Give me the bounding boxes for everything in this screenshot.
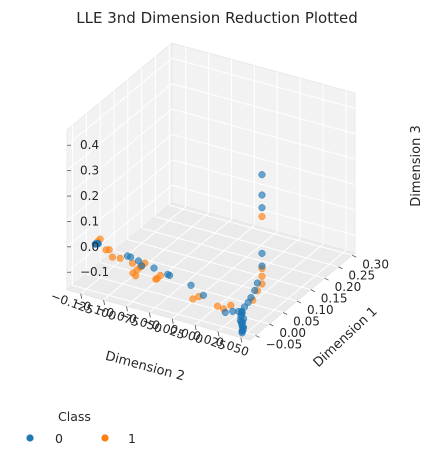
x-tick-mark [296, 300, 302, 304]
x-grid-floor [127, 239, 311, 291]
data-point-class-0 [258, 191, 266, 199]
x-grid-floor [72, 284, 256, 336]
data-point-class-0 [258, 171, 266, 179]
x-tick-label: 0.05 [293, 315, 320, 329]
data-point-class-0 [258, 204, 266, 212]
pane-floor [66, 202, 356, 341]
data-point-class-0 [138, 262, 146, 270]
x-tick-mark [338, 266, 343, 270]
data-point-class-1 [102, 246, 110, 254]
z-grid-left [171, 133, 356, 185]
data-point-class-1 [152, 275, 160, 283]
y-tick-mark [217, 331, 220, 337]
data-point-class-0 [123, 252, 132, 260]
legend-title: Class [58, 409, 91, 424]
y-tick-mark [240, 337, 243, 343]
x-tick-mark [324, 277, 329, 281]
z-grid-right [66, 57, 173, 146]
x-tick-label: 0.10 [307, 303, 334, 317]
z-grid-right [66, 134, 173, 222]
z-grid-right [66, 83, 173, 172]
x-tick-label: −0.05 [266, 337, 303, 351]
data-point-class-1 [227, 301, 235, 309]
y-grid-floor [103, 212, 209, 301]
data-point-class-0 [199, 291, 207, 299]
y-tick-mark [103, 299, 105, 306]
y-grid-floor [126, 218, 232, 307]
x-tick-label: 0.15 [321, 292, 348, 306]
legend: Class 0 1 [26, 409, 136, 446]
z-axis-label: Dimension 3 [409, 125, 424, 207]
z-grid-left [171, 159, 356, 211]
data-point-class-1 [116, 254, 124, 262]
x-tick-label: 0.30 [362, 257, 389, 271]
z-tick-label: 0.3 [80, 164, 99, 178]
x-grid-floor [113, 250, 298, 302]
z-grid-right [66, 108, 173, 197]
data-point-class-0 [251, 286, 259, 295]
data-point-class-0 [150, 264, 158, 272]
axis-panes [66, 42, 356, 341]
legend-label-class-1: 1 [128, 431, 136, 446]
x-tick-label: 0.20 [335, 280, 362, 294]
y-grid-floor [240, 250, 347, 338]
y-tick-mark [148, 312, 151, 318]
z-tick-label: 0.1 [80, 214, 99, 228]
data-point-class-0 [258, 249, 266, 257]
data-point-class-1 [108, 253, 116, 261]
data-point-class-0 [221, 308, 229, 316]
z-tick-label: 0.4 [80, 138, 99, 152]
x-grid-floor [155, 216, 339, 268]
z-grid-right [66, 184, 173, 273]
z-tick-label: 0.2 [80, 189, 99, 203]
x-tick-mark [310, 289, 315, 292]
data-point-class-0 [134, 257, 143, 265]
data-points [91, 171, 266, 337]
x-tick-label: 0.25 [348, 269, 375, 283]
data-point-class-0 [244, 298, 252, 306]
data-point-class-0 [258, 262, 266, 270]
data-point-class-0 [187, 281, 195, 289]
data-point-class-0 [229, 307, 237, 315]
z-grid-left [171, 108, 356, 160]
data-point-class-1 [132, 272, 140, 280]
legend-label-class-0: 0 [55, 431, 63, 446]
y-grid-floor [171, 231, 278, 320]
y-tick-mark [80, 293, 83, 299]
y-grid-floor [80, 206, 187, 295]
y-grid-floor [149, 225, 255, 313]
x-tick-mark [352, 254, 357, 258]
data-point-class-0 [164, 270, 172, 278]
z-grid-left [171, 57, 356, 109]
data-point-class-0 [235, 307, 243, 316]
y-grid-floor [217, 243, 324, 332]
legend-marker-class-0 [26, 434, 34, 442]
data-point-class-1 [258, 213, 266, 221]
x-tick-mark [255, 335, 260, 338]
z-tick-label: 0.0 [80, 240, 99, 254]
z-grid-left [171, 83, 356, 135]
data-point-class-1 [258, 272, 266, 280]
y-axis-label: Dimension 2 [104, 349, 187, 385]
data-point-class-1 [189, 295, 197, 303]
y-tick-mark [126, 306, 128, 312]
z-tick-label: −0.1 [80, 265, 109, 279]
legend-marker-class-1 [101, 434, 109, 442]
x-tick-mark [269, 323, 274, 327]
y-tick-mark [171, 318, 174, 324]
data-point-class-0 [91, 240, 99, 248]
data-point-class-0 [253, 279, 261, 287]
x-tick-label: 0.00 [279, 326, 306, 340]
x-tick-mark [282, 312, 288, 315]
data-point-class-1 [128, 259, 137, 267]
x-grid-floor [169, 204, 353, 256]
y-grid-floor [194, 237, 301, 326]
y-tick-mark [194, 324, 197, 331]
x-grid-floor [141, 227, 325, 279]
chart-title: LLE 3nd Dimension Reduction Plotted [76, 9, 357, 27]
z-grid-right [66, 159, 173, 248]
data-point-class-1 [213, 302, 222, 310]
